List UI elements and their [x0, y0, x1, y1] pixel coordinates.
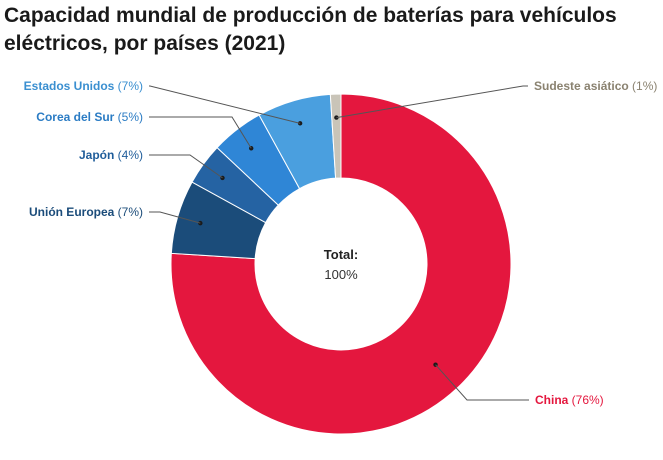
center-total-label: Total:: [324, 247, 358, 262]
slice-sudeste-asiático: [329, 93, 342, 179]
center-total-value: 100%: [324, 267, 358, 282]
label-name: Unión Europea: [29, 205, 118, 219]
leader-line: [149, 116, 252, 149]
leader-line: [149, 211, 201, 224]
label-name: China: [535, 393, 572, 407]
label-percent: (5%): [118, 110, 143, 124]
label-percent: (4%): [118, 148, 143, 162]
leader-line: [435, 364, 529, 401]
label-name: Sudeste asiático: [534, 79, 632, 93]
label-corea-del-sur: Corea del Sur (5%): [36, 110, 143, 124]
label-sudeste-asiático: Sudeste asiático (1%): [534, 79, 657, 93]
slices: [170, 93, 512, 435]
label-estados-unidos: Estados Unidos (7%): [24, 79, 143, 93]
chart-title: Capacidad mundial de producción de bater…: [4, 4, 617, 55]
leader-dot: [334, 115, 339, 120]
label-percent: (76%): [572, 393, 604, 407]
slice-china: [170, 93, 512, 435]
leader-line: [149, 154, 223, 179]
slice-labels: China (76%) Unión Europea (7%) Japón (4%) C…: [24, 79, 658, 407]
label-percent: (1%): [632, 79, 657, 93]
label-china: China (76%): [535, 393, 604, 407]
leader-lines: [149, 85, 529, 401]
label-name: Estados Unidos: [24, 79, 118, 93]
label-percent: (7%): [118, 205, 143, 219]
leader-line: [336, 85, 528, 119]
leader-line: [149, 85, 301, 124]
label-japón: Japón (4%): [79, 148, 143, 162]
label-name: Japón: [79, 148, 118, 162]
label-unión-europea: Unión Europea (7%): [29, 205, 143, 219]
label-name: Corea del Sur: [36, 110, 117, 124]
label-percent: (7%): [118, 79, 143, 93]
